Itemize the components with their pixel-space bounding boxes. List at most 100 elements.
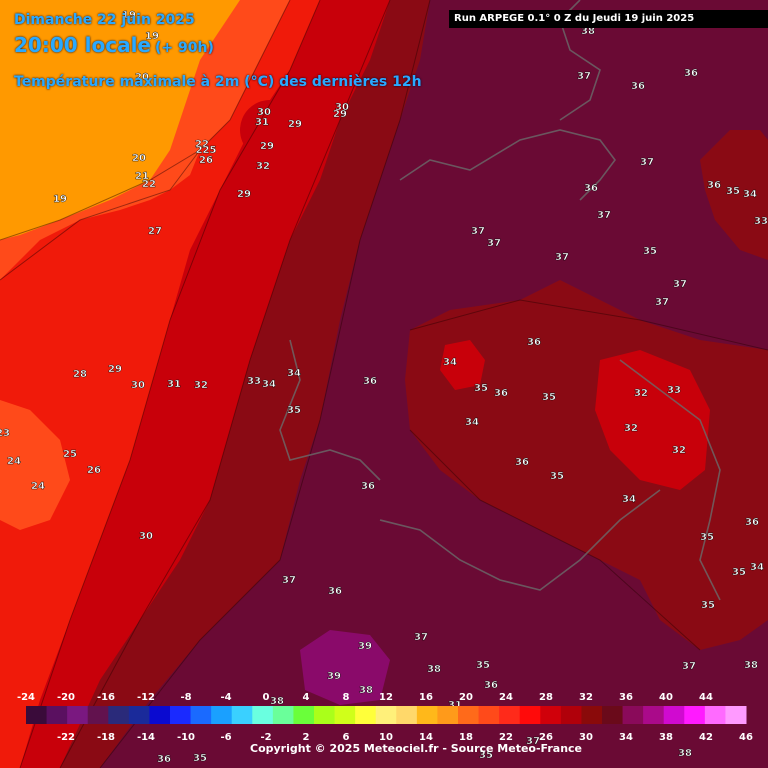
value-label: 23 bbox=[0, 428, 10, 439]
legend-swatch bbox=[334, 706, 356, 724]
legend-swatch bbox=[355, 706, 377, 724]
legend-bottom-labels: -22 -18 -14 -10 -6 -2 2 6 10 14 18 22 26 30 34 38 42 46 bbox=[57, 732, 753, 743]
value-label: 36 bbox=[515, 457, 529, 468]
value-label: 39 bbox=[327, 671, 341, 682]
legend-label: 28 bbox=[539, 692, 553, 703]
legend-label: -8 bbox=[180, 692, 191, 703]
map-title: Température maximale à 2m (°C) des derni… bbox=[14, 74, 422, 90]
value-label: 35 bbox=[474, 383, 488, 394]
value-label: 21 bbox=[135, 171, 149, 182]
legend-swatch bbox=[46, 706, 68, 724]
legend-label: 4 bbox=[303, 692, 310, 703]
value-label: 35 bbox=[643, 246, 657, 257]
value-label: 32 bbox=[194, 380, 208, 391]
legend-color-bar bbox=[26, 706, 747, 724]
zone-z19 bbox=[0, 0, 240, 240]
legend-label: -6 bbox=[220, 732, 231, 743]
legend-label: -12 bbox=[137, 692, 155, 703]
legend-label: 30 bbox=[579, 732, 593, 743]
value-label: 30 bbox=[257, 107, 271, 118]
legend-label: 2 bbox=[303, 732, 310, 743]
legend-swatch bbox=[704, 706, 726, 724]
value-label: 34 bbox=[750, 562, 764, 573]
value-label: 22 bbox=[142, 179, 156, 190]
zone-z30-pocket bbox=[440, 340, 485, 390]
legend-swatch bbox=[458, 706, 480, 724]
legend-label: 16 bbox=[419, 692, 433, 703]
value-label: 26 bbox=[87, 465, 101, 476]
value-label: 27 bbox=[148, 226, 162, 237]
legend-swatch bbox=[231, 706, 253, 724]
legend-swatch bbox=[190, 706, 212, 724]
legend-label: 26 bbox=[539, 732, 553, 743]
legend-label: 22 bbox=[499, 732, 513, 743]
value-label: 36 bbox=[328, 586, 342, 597]
value-label: 33 bbox=[247, 376, 261, 387]
zone-z38 bbox=[300, 630, 390, 705]
legend-swatch bbox=[684, 706, 706, 724]
legend-swatch bbox=[602, 706, 624, 724]
value-label: 33 bbox=[754, 216, 768, 227]
legend-swatch bbox=[396, 706, 418, 724]
value-label: 35 bbox=[287, 405, 301, 416]
value-label: 35 bbox=[700, 532, 714, 543]
legend-swatch bbox=[643, 706, 665, 724]
value-label: 36 bbox=[745, 517, 759, 528]
value-label: 29 bbox=[108, 364, 122, 375]
legend-label: -10 bbox=[177, 732, 195, 743]
legend-label: 38 bbox=[659, 732, 673, 743]
zone-z30-pocket-nw bbox=[240, 100, 300, 160]
value-label: 37 bbox=[471, 226, 485, 237]
value-label: 30 bbox=[131, 380, 145, 391]
value-label: 32 bbox=[256, 161, 270, 172]
value-label: 39 bbox=[358, 641, 372, 652]
value-label: 32 bbox=[624, 423, 638, 434]
legend-label: 40 bbox=[659, 692, 673, 703]
legend-label: 24 bbox=[499, 692, 513, 703]
legend-swatch bbox=[437, 706, 459, 724]
value-label: 37 bbox=[655, 297, 669, 308]
legend-swatch bbox=[108, 706, 130, 724]
forecast-lead: (+ 90h) bbox=[155, 40, 214, 56]
legend-swatch bbox=[581, 706, 603, 724]
legend-label: -24 bbox=[17, 692, 35, 703]
value-label: 34 bbox=[287, 368, 301, 379]
value-label: 37 bbox=[640, 157, 654, 168]
legend-swatch bbox=[293, 706, 315, 724]
value-label: 35 bbox=[550, 471, 564, 482]
legend-top-labels: -24 -20 -16 -12 -8 -4 0 4 8 12 16 20 24 28 32 36 40 44 bbox=[17, 692, 713, 703]
legend-label: 46 bbox=[739, 732, 753, 743]
value-label: 32 bbox=[634, 388, 648, 399]
legend-label: 36 bbox=[619, 692, 633, 703]
value-label: 37 bbox=[487, 238, 501, 249]
legend-swatch bbox=[170, 706, 192, 724]
value-label: 37 bbox=[577, 71, 591, 82]
value-label: 29 bbox=[237, 189, 251, 200]
legend-swatch bbox=[128, 706, 150, 724]
legend-swatch bbox=[622, 706, 644, 724]
legend-label: 20 bbox=[459, 692, 473, 703]
legend-swatch bbox=[272, 706, 294, 724]
value-label: 35 bbox=[732, 567, 746, 578]
value-label: 29 bbox=[333, 109, 347, 120]
value-label: 22 bbox=[195, 139, 209, 150]
value-label: 34 bbox=[443, 357, 457, 368]
value-label: 35 bbox=[701, 600, 715, 611]
value-label: 36 bbox=[631, 81, 645, 92]
value-label: 19 bbox=[122, 10, 136, 21]
value-label: 38 bbox=[359, 685, 373, 696]
legend-swatch bbox=[252, 706, 274, 724]
legend-swatch bbox=[67, 706, 89, 724]
value-label: 36 bbox=[363, 376, 377, 387]
value-label: 28 bbox=[73, 369, 87, 380]
legend-label: 8 bbox=[343, 692, 350, 703]
value-label: 36 bbox=[527, 337, 541, 348]
legend-label: 34 bbox=[619, 732, 633, 743]
value-label: 36 bbox=[157, 754, 171, 765]
value-label: 35 bbox=[726, 186, 740, 197]
value-label: 37 bbox=[526, 736, 540, 747]
legend-swatch bbox=[416, 706, 438, 724]
value-label: 36 bbox=[584, 183, 598, 194]
